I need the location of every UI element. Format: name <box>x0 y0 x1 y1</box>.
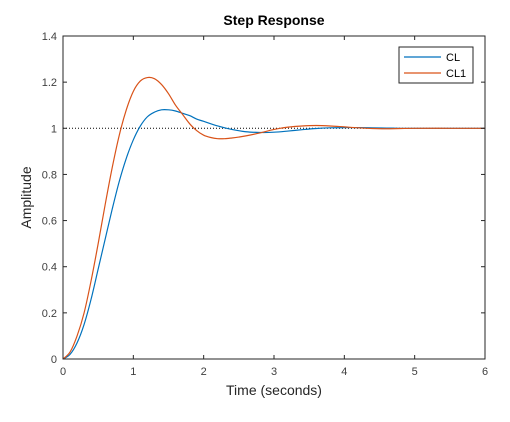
x-tick-label: 2 <box>201 366 207 378</box>
chart-title: Step Response <box>223 12 324 28</box>
x-tick-label: 1 <box>130 366 136 378</box>
x-tick-label: 4 <box>341 366 347 378</box>
legend-box <box>398 46 474 84</box>
y-tick-label: 0.6 <box>42 216 57 228</box>
y-tick-label: 0.2 <box>42 308 57 320</box>
legend: CL CL1 <box>398 46 474 84</box>
ticks-layer: 0 1 2 3 4 5 6 0 0.2 0.4 0.6 0.8 1 1.2 1.4 <box>42 31 488 378</box>
plot-area <box>63 36 485 359</box>
legend-label-cl: CL <box>446 52 460 64</box>
legend-label-cl1: CL1 <box>446 68 466 80</box>
y-tick-label: 1.4 <box>42 31 57 43</box>
x-tick-label: 0 <box>60 366 66 378</box>
y-tick-label: 0.8 <box>42 169 57 181</box>
x-tick-label: 3 <box>271 366 277 378</box>
series-line-cl1 <box>62 76 485 360</box>
x-tick-label: 6 <box>482 366 488 378</box>
series-layer <box>62 76 485 360</box>
y-tick-label: 0 <box>51 354 57 366</box>
y-tick-label: 1.2 <box>42 77 57 89</box>
x-tick-label: 5 <box>412 366 418 378</box>
y-tick-label: 1 <box>51 123 57 135</box>
y-axis-title: Amplitude <box>18 166 34 228</box>
x-axis-title: Time (seconds) <box>226 382 322 398</box>
y-tick-label: 0.4 <box>42 262 57 274</box>
